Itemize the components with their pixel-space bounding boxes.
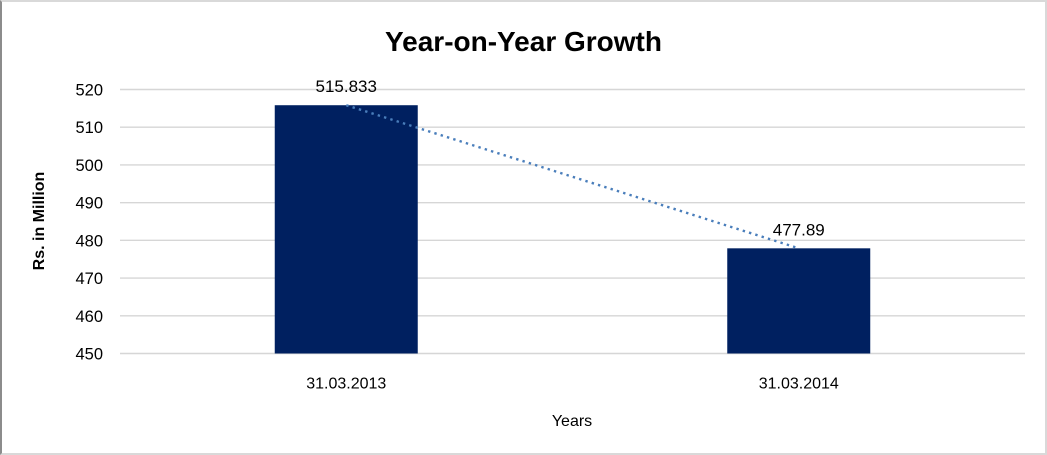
- y-tick-label: 450: [75, 346, 103, 364]
- y-tick-label: 510: [75, 119, 103, 137]
- chart-title: Year-on-Year Growth: [385, 26, 662, 57]
- x-tick-label: 31.03.2013: [306, 376, 386, 393]
- data-label: 477.89: [773, 220, 825, 239]
- y-tick-label: 520: [75, 82, 103, 100]
- x-axis-title: Years: [551, 413, 593, 430]
- bar-31.03.2013[interactable]: [274, 105, 418, 354]
- y-tick-label: 480: [75, 232, 103, 250]
- data-label: 515.833: [316, 77, 377, 96]
- bar-31.03.2014[interactable]: [727, 248, 871, 354]
- y-tick-label: 460: [75, 308, 103, 326]
- y-tick-label: 490: [75, 195, 103, 213]
- y-tick-label: 470: [75, 270, 103, 288]
- x-tick-label: 31.03.2014: [759, 376, 839, 393]
- y-tick-label: 500: [75, 157, 103, 175]
